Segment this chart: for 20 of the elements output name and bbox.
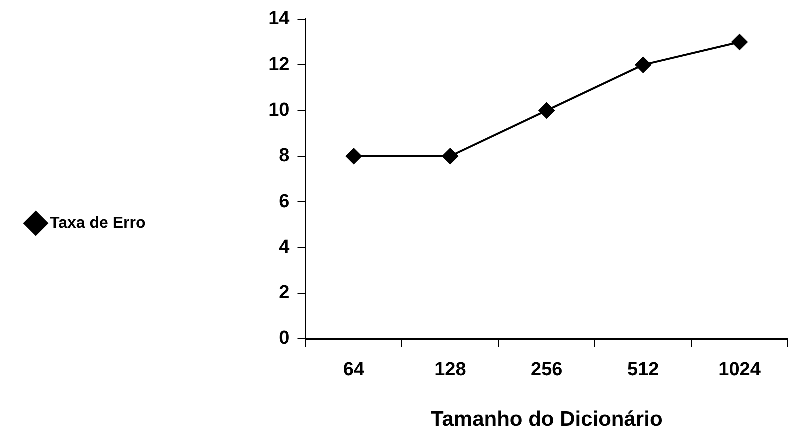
y-tick-label: 8 [279, 146, 290, 167]
y-tick-label: 12 [268, 54, 290, 76]
legend-label: Taxa de Erro [50, 214, 146, 232]
y-tick-label: 10 [268, 100, 290, 121]
y-tick-label: 0 [279, 328, 290, 350]
x-tick-label: 1024 [718, 360, 762, 381]
y-tick-label: 14 [268, 8, 290, 30]
y-tick-label: 4 [279, 236, 290, 258]
point [346, 148, 362, 164]
x-tick-label: 256 [531, 360, 563, 381]
x-axis-title: Tamanho do Dicionário [430, 408, 663, 432]
x-tick-label: 512 [627, 360, 660, 381]
y-tick-label: 6 [279, 191, 290, 212]
point [732, 34, 748, 50]
point [635, 57, 652, 74]
point [538, 102, 555, 119]
x-tick-label: 64 [343, 360, 365, 381]
y-tick-label: 2 [279, 282, 290, 304]
x-tick-label: 128 [434, 360, 466, 381]
point [442, 148, 458, 164]
